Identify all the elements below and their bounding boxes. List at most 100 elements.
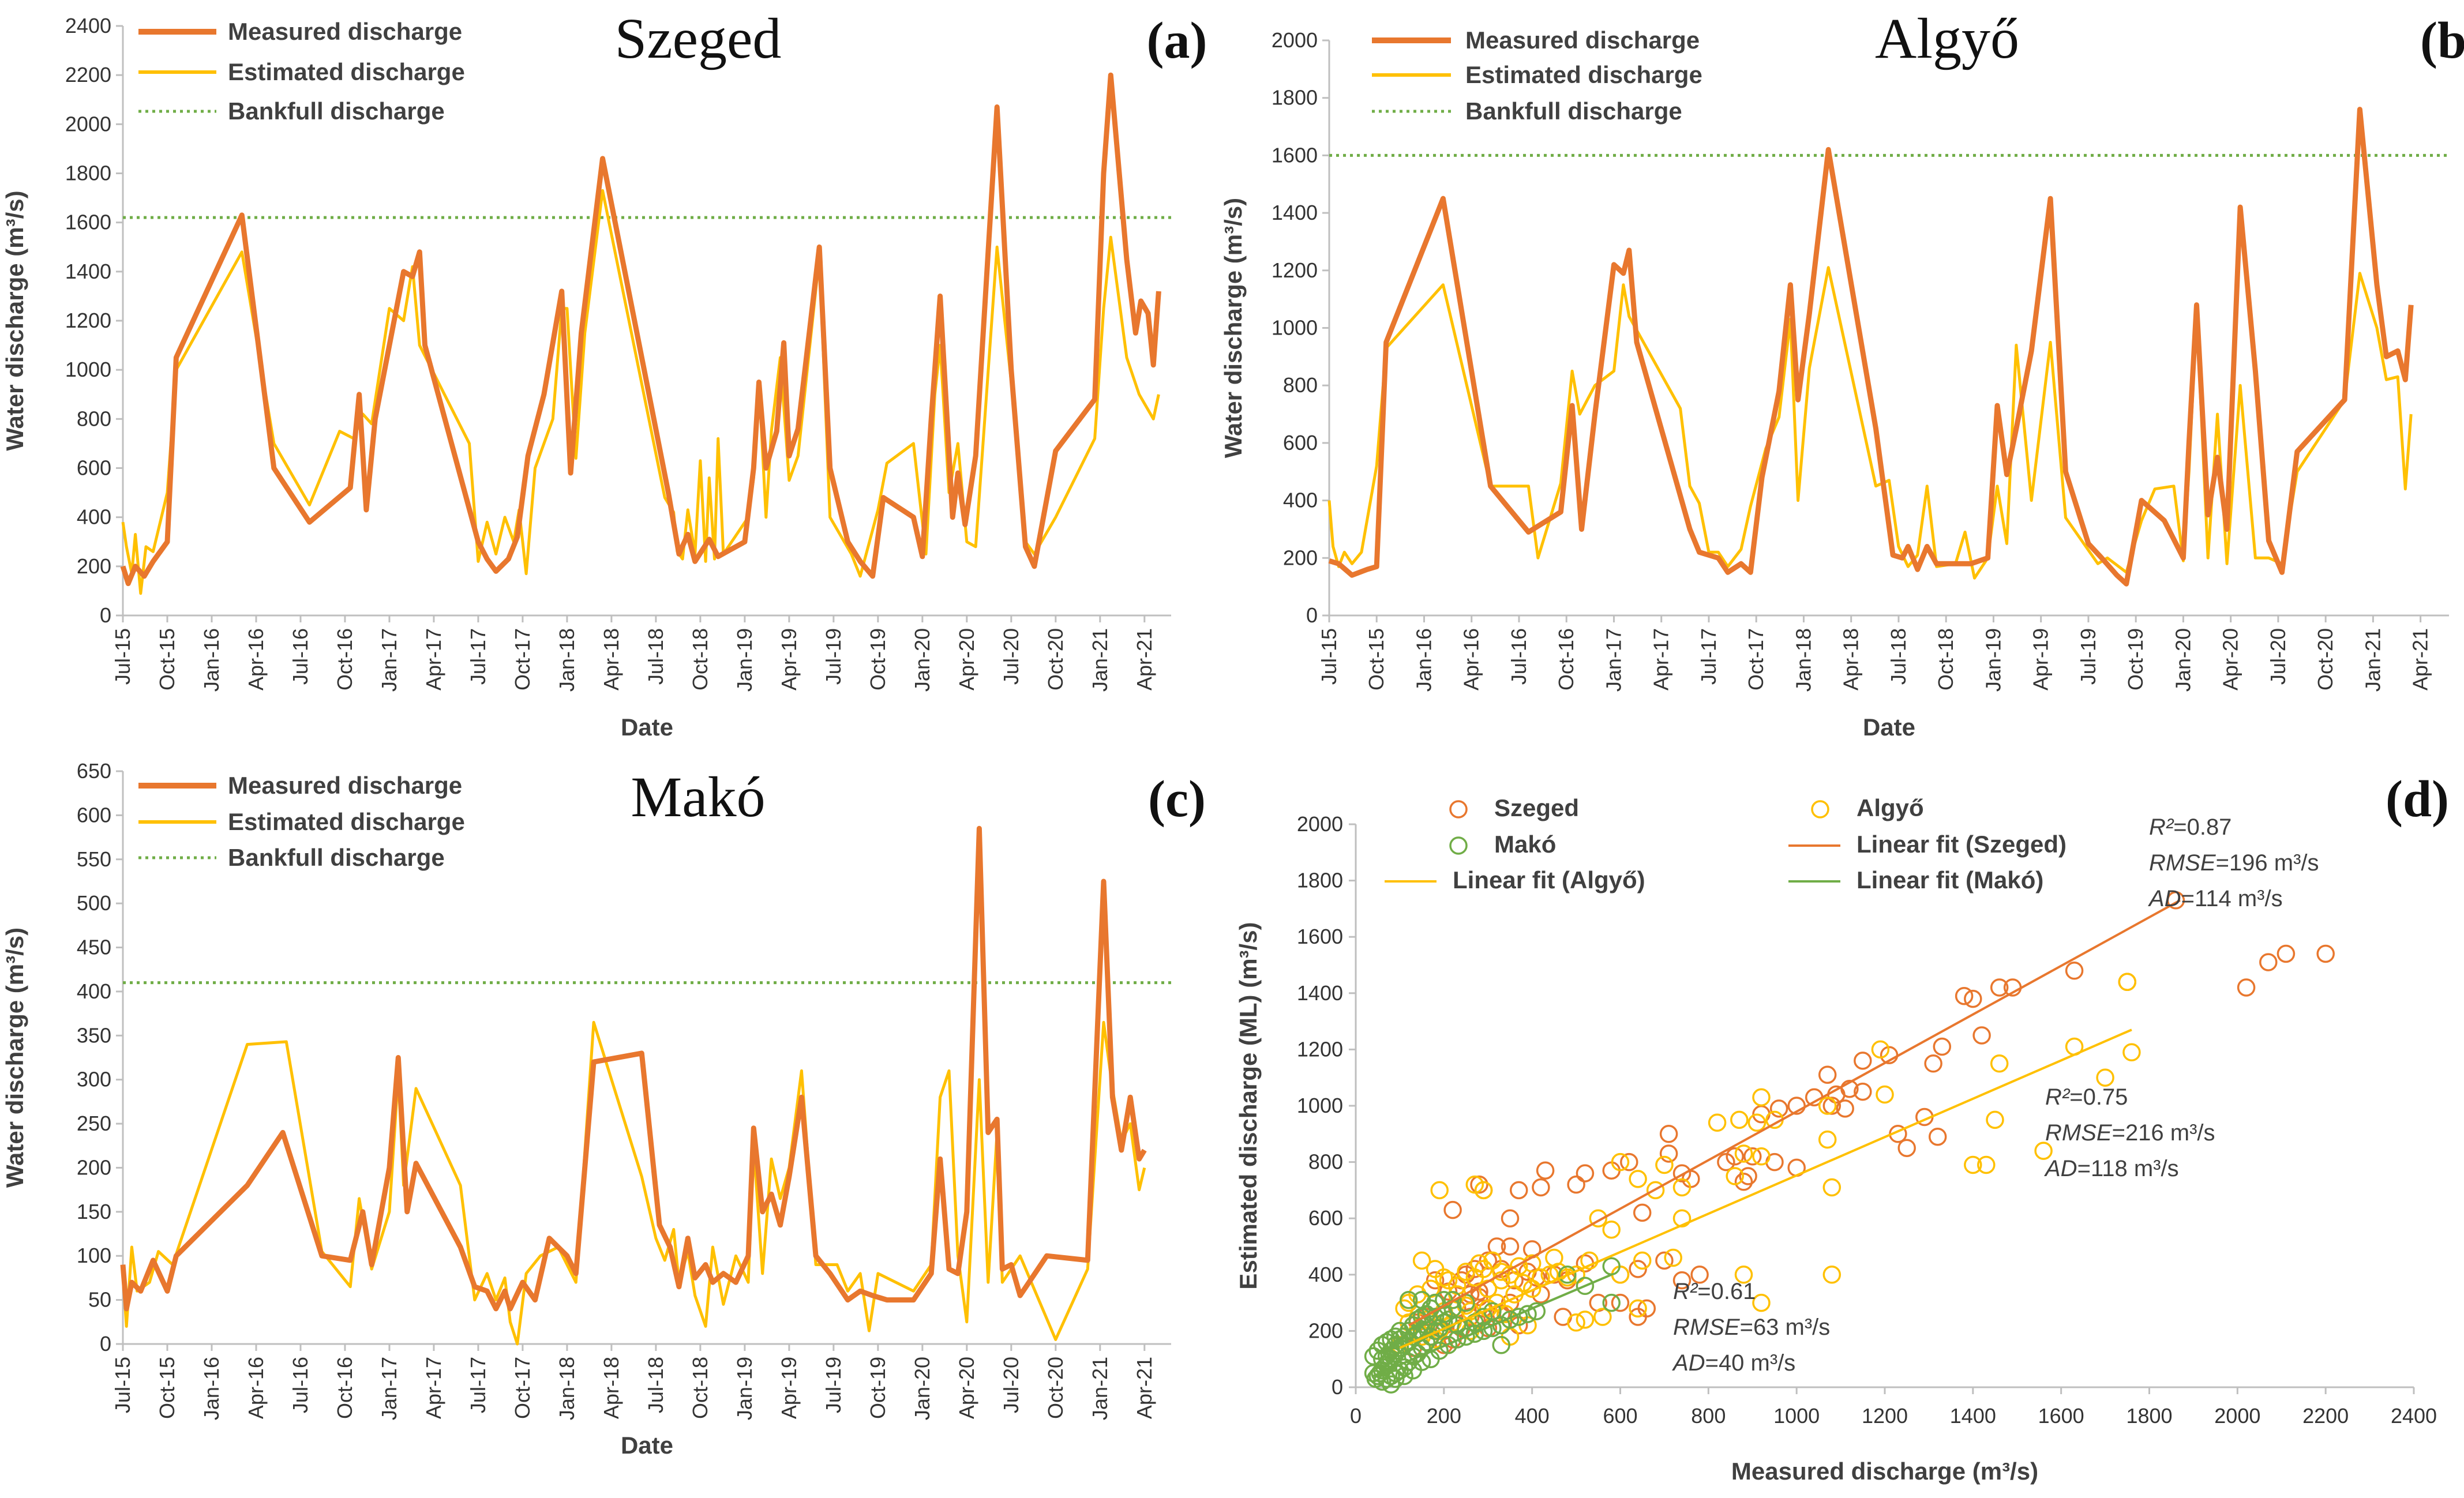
y-tick-label: 200 bbox=[1308, 1319, 1343, 1342]
y-tick-label: 250 bbox=[77, 1112, 111, 1135]
x-tick-label: Oct-20 bbox=[2313, 628, 2337, 690]
y-tick-label: 800 bbox=[77, 407, 111, 430]
x-axis-title: Measured discharge (m³/s) bbox=[1731, 1458, 2038, 1485]
x-tick-label: Jul-18 bbox=[644, 1357, 667, 1413]
y-tick-label: 0 bbox=[100, 603, 111, 627]
x-tick-label: Jan-17 bbox=[377, 1357, 401, 1420]
y-tick-label: 1800 bbox=[65, 162, 111, 185]
x-tick-label: Jul-17 bbox=[1697, 628, 1720, 685]
scatter-point-szeged bbox=[1822, 1097, 1842, 1115]
x-axis-title: Date bbox=[621, 714, 673, 741]
scatter-point-szeged bbox=[1739, 1167, 1757, 1185]
fit-line-algyo bbox=[1399, 1028, 2132, 1349]
x-tick-label: Oct-16 bbox=[333, 1357, 357, 1419]
legend-mako-swatch bbox=[1449, 836, 1468, 855]
scatter-point-mako bbox=[1602, 1293, 1621, 1312]
y-tick-label: 150 bbox=[77, 1200, 111, 1223]
scatter-point-algyo bbox=[1514, 1274, 1533, 1293]
scatter-point-mako bbox=[1395, 1366, 1413, 1386]
x-tick-label: Jan-16 bbox=[200, 628, 223, 692]
x-tick-label: Jul-16 bbox=[288, 628, 312, 685]
y-tick-label: 1400 bbox=[1272, 201, 1318, 224]
y-tick-label: 400 bbox=[1308, 1263, 1343, 1286]
y-tick-label: 1400 bbox=[65, 260, 111, 283]
algyo-stat-label: R² bbox=[2045, 1084, 2071, 1110]
x-tick-label: Oct-18 bbox=[688, 1357, 712, 1419]
y-tick-label: 1200 bbox=[1272, 258, 1318, 282]
y-tick-label: 400 bbox=[77, 505, 111, 529]
x-tick-label: Jan-20 bbox=[910, 628, 934, 692]
y-tick-label: 650 bbox=[77, 759, 111, 783]
measured-discharge-line bbox=[120, 72, 1161, 587]
x-tick-label: Apr-20 bbox=[2219, 628, 2242, 690]
y-tick-label: 600 bbox=[1308, 1206, 1343, 1230]
scatter-point-szeged bbox=[1672, 1271, 1692, 1290]
x-tick-label: Jan-18 bbox=[1791, 628, 1815, 692]
y-tick-label: 1000 bbox=[65, 358, 111, 381]
x-tick-label: Oct-17 bbox=[1744, 628, 1768, 690]
x-tick-label: Oct-17 bbox=[511, 1357, 534, 1419]
scatter-point-algyo bbox=[2096, 1068, 2114, 1087]
x-tick-label: Apr-17 bbox=[422, 628, 445, 690]
x-tick-label: 600 bbox=[1603, 1404, 1637, 1428]
y-tick-label: 350 bbox=[77, 1023, 111, 1047]
scatter-point-szeged bbox=[1787, 1097, 1806, 1115]
scatter-point-szeged bbox=[1633, 1203, 1652, 1222]
scatter-point-algyo bbox=[1818, 1130, 1837, 1149]
x-tick-label: 2400 bbox=[2391, 1404, 2437, 1428]
x-tick-label: Oct-20 bbox=[1044, 628, 1067, 690]
scatter-point-mako bbox=[1368, 1341, 1387, 1360]
scatter-point-mako bbox=[1412, 1353, 1431, 1371]
scatter-point-algyo bbox=[1474, 1181, 1493, 1200]
scatter-point-mako bbox=[1457, 1327, 1475, 1346]
x-tick-label: Apr-19 bbox=[777, 1357, 801, 1419]
szeged-stat-2: AD=114 m³/s bbox=[2148, 886, 2283, 911]
scatter-point-algyo bbox=[1479, 1299, 1498, 1318]
panel-3-scatter-chart: 0 200 400 600 800 1000 1200 1400 1600 1800 2000 0 20… bbox=[1235, 771, 2449, 1485]
panel-1-line-chart: 0 200 400 600 800 1000 1200 1400 1600 1800 2000 Jul… bbox=[1220, 6, 2464, 741]
scatter-point-szeged bbox=[1964, 989, 1982, 1008]
y-tick-label: 2200 bbox=[65, 63, 111, 87]
y-axis-title: Water discharge (m³/s) bbox=[1, 190, 28, 450]
x-tick-label: Jul-18 bbox=[1887, 628, 1910, 685]
x-tick-label: Oct-19 bbox=[866, 1357, 890, 1419]
scatter-point-mako bbox=[1474, 1308, 1493, 1326]
scatter-point-algyo bbox=[1580, 1251, 1599, 1270]
scatter-point-szeged bbox=[1928, 1127, 1947, 1146]
scatter-point-algyo bbox=[1426, 1260, 1445, 1278]
scatter-point-algyo bbox=[1602, 1220, 1621, 1239]
scatter-point-mako bbox=[1602, 1257, 1621, 1275]
scatter-point-szeged bbox=[1836, 1099, 1854, 1118]
x-tick-label: 2000 bbox=[2214, 1404, 2260, 1428]
x-tick-label: Jul-19 bbox=[2076, 628, 2100, 685]
legend-mako-label: Makó bbox=[1494, 831, 1556, 858]
scatter-point-algyo bbox=[1964, 1155, 1982, 1174]
y-tick-label: 0 bbox=[1332, 1375, 1343, 1399]
scatter-point-szeged bbox=[1726, 1147, 1744, 1166]
scatter-point-algyo bbox=[1593, 1308, 1612, 1326]
mako-stat-0: R²=0.61 bbox=[1673, 1279, 1756, 1304]
scatter-point-szeged bbox=[1659, 1144, 1678, 1163]
scatter-point-algyo bbox=[1752, 1293, 1771, 1312]
station-title: Algyő bbox=[1875, 6, 2019, 70]
y-tick-label: 800 bbox=[1308, 1150, 1343, 1174]
y-axis-title: Water discharge (m³/s) bbox=[1220, 198, 1247, 458]
scatter-point-mako bbox=[1474, 1321, 1493, 1341]
legend-bankfull-label: Bankfull discharge bbox=[228, 844, 445, 871]
scatter-point-algyo bbox=[1977, 1155, 1996, 1174]
algyo-stat-value: =216 m³/s bbox=[2112, 1120, 2215, 1146]
legend-fit-mako-label: Linear fit (Makó) bbox=[1857, 866, 2043, 893]
algyo-stat-value: =0.75 bbox=[2069, 1084, 2128, 1110]
x-tick-label: Jan-19 bbox=[733, 628, 756, 692]
szeged-stat-label: R² bbox=[2149, 814, 2174, 840]
y-tick-label: 2000 bbox=[65, 112, 111, 136]
x-tick-label: Oct-15 bbox=[155, 628, 179, 690]
algyo-stat-2: AD=118 m³/s bbox=[2044, 1156, 2179, 1181]
x-tick-label: Oct-18 bbox=[1934, 628, 1957, 690]
scatter-point-algyo bbox=[1430, 1181, 1449, 1200]
scatter-point-mako bbox=[1382, 1341, 1400, 1360]
legend-bankfull-label: Bankfull discharge bbox=[228, 97, 445, 125]
x-tick-label: Apr-20 bbox=[955, 628, 978, 690]
scatter-point-mako bbox=[1373, 1336, 1392, 1354]
scatter-point-algyo bbox=[1633, 1251, 1652, 1270]
